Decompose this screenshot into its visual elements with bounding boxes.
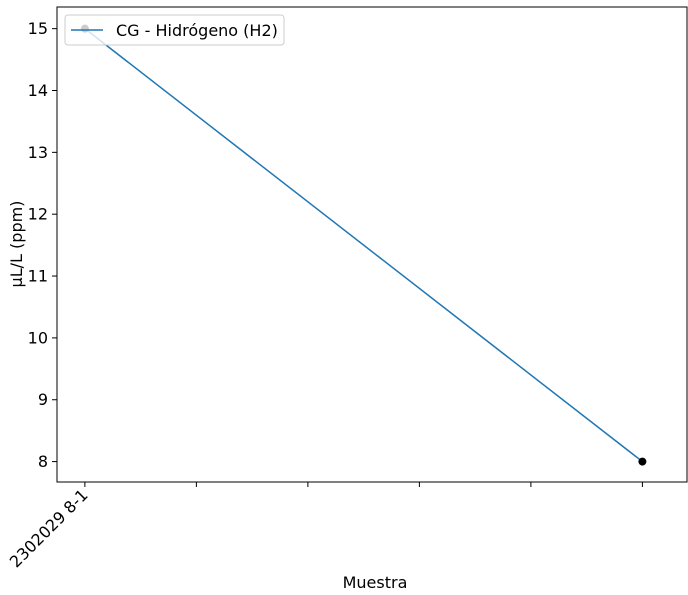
x-axis-label: Muestra: [343, 573, 408, 592]
plot-area: [56, 6, 688, 483]
y-tick-label: 9: [38, 390, 48, 409]
series-line: [84, 28, 643, 463]
y-tick-label: 14: [28, 81, 48, 100]
plot-frame: [56, 6, 688, 483]
legend: CG - Hidrógeno (H2): [64, 14, 285, 46]
legend-label: CG - Hidrógeno (H2): [116, 21, 278, 40]
y-tick-label: 12: [28, 205, 48, 224]
legend-box: [64, 14, 285, 46]
y-tick-label: 13: [28, 143, 48, 162]
y-axis: 8 9 10 11 12 13 14 15: [28, 19, 57, 471]
y-axis-label: µL/L (ppm): [7, 201, 26, 288]
data-point: [638, 457, 647, 466]
y-tick-label: 11: [28, 267, 48, 286]
y-tick-label: 8: [38, 452, 48, 471]
y-tick-label: 15: [28, 19, 48, 38]
y-tick-label: 10: [28, 328, 48, 347]
